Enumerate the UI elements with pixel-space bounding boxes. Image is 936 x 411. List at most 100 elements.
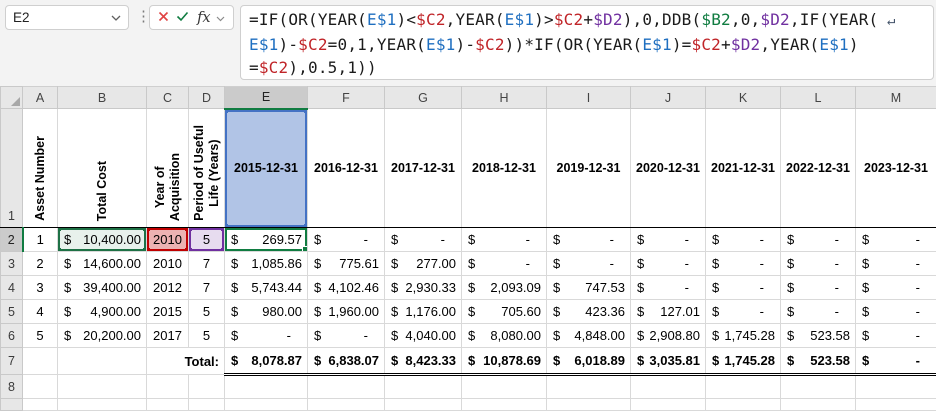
cell-B1[interactable]: Total Cost: [57, 108, 147, 228]
cell-L6[interactable]: $523.58: [780, 323, 856, 348]
cell-D9[interactable]: [188, 398, 225, 411]
cell-A5[interactable]: 4: [22, 299, 58, 324]
column-header-J[interactable]: J: [630, 86, 706, 109]
column-header-K[interactable]: K: [705, 86, 781, 109]
cell-A4[interactable]: 3: [22, 275, 58, 300]
row-header-7[interactable]: 7: [0, 347, 23, 375]
cell-A2[interactable]: 1: [22, 227, 58, 252]
cell-L4[interactable]: $ -: [780, 275, 856, 300]
cell-F2[interactable]: $ -: [307, 227, 385, 252]
cell-J9[interactable]: [630, 398, 706, 411]
cell-E9[interactable]: [224, 398, 308, 411]
cell-A3[interactable]: 2: [22, 251, 58, 276]
cell-C6[interactable]: 2017: [146, 323, 189, 348]
cell-L5[interactable]: $ -: [780, 299, 856, 324]
cell-M8[interactable]: [855, 374, 936, 399]
cell-K9[interactable]: [705, 398, 781, 411]
cell-E8[interactable]: [224, 374, 308, 399]
insert-function-button[interactable]: fx: [197, 9, 211, 26]
total-label-cell[interactable]: Total:: [146, 347, 225, 375]
cell-I7[interactable]: $6,018.89: [546, 347, 631, 376]
cell-J3[interactable]: $ -: [630, 251, 706, 276]
cell-G2[interactable]: $ -: [384, 227, 462, 252]
cell-M5[interactable]: $ -: [855, 299, 936, 324]
cell-G7[interactable]: $8,423.33: [384, 347, 462, 376]
cell-M1[interactable]: 2023-12-31: [855, 108, 936, 228]
cell-H8[interactable]: [461, 374, 547, 399]
cell-D5[interactable]: 5: [188, 299, 225, 324]
cell-I9[interactable]: [546, 398, 631, 411]
cell-M2[interactable]: $ -: [855, 227, 936, 252]
cell-E1[interactable]: 2015-12-31: [224, 108, 308, 228]
cell-F5[interactable]: $1,960.00: [307, 299, 385, 324]
cell-K2[interactable]: $ -: [705, 227, 781, 252]
cell-I5[interactable]: $423.36: [546, 299, 631, 324]
cell-K8[interactable]: [705, 374, 781, 399]
cell-B5[interactable]: $4,900.00: [57, 299, 147, 324]
cell-G6[interactable]: $4,040.00: [384, 323, 462, 348]
cell-B2[interactable]: $10,400.00: [57, 227, 147, 252]
cell-D3[interactable]: 7: [188, 251, 225, 276]
cell-L3[interactable]: $ -: [780, 251, 856, 276]
cell-M9[interactable]: [855, 398, 936, 411]
cell-E2[interactable]: $269.57: [224, 227, 308, 252]
cell-C8[interactable]: [146, 374, 189, 399]
cell-D2[interactable]: 5: [188, 227, 225, 252]
column-header-B[interactable]: B: [57, 86, 147, 109]
cell-B8[interactable]: [57, 374, 147, 399]
cell-B7[interactable]: [57, 347, 147, 375]
cell-G4[interactable]: $2,930.33: [384, 275, 462, 300]
cell-J4[interactable]: $ -: [630, 275, 706, 300]
column-header-A[interactable]: A: [22, 86, 58, 109]
cell-D6[interactable]: 5: [188, 323, 225, 348]
chevron-down-icon[interactable]: [111, 15, 121, 21]
formula-input[interactable]: =IF(OR(YEAR(E$1)<$C2,YEAR(E$1)>$C2+$D2),…: [240, 5, 934, 80]
cell-F6[interactable]: $ -: [307, 323, 385, 348]
cell-D1[interactable]: Period of Useful Life (Years): [188, 108, 225, 228]
cell-H6[interactable]: $8,080.00: [461, 323, 547, 348]
cell-D4[interactable]: 7: [188, 275, 225, 300]
cell-C4[interactable]: 2012: [146, 275, 189, 300]
cell-H3[interactable]: $ -: [461, 251, 547, 276]
row-header-5[interactable]: 5: [0, 299, 23, 324]
cell-F4[interactable]: $4,102.46: [307, 275, 385, 300]
column-header-G[interactable]: G: [384, 86, 462, 109]
row-header-2[interactable]: 2: [0, 227, 24, 252]
cell-E4[interactable]: $5,743.44: [224, 275, 308, 300]
cell-B3[interactable]: $14,600.00: [57, 251, 147, 276]
row-header-6[interactable]: 6: [0, 323, 23, 348]
row-header-8[interactable]: 8: [0, 374, 23, 399]
cell-D8[interactable]: [188, 374, 225, 399]
column-header-I[interactable]: I: [546, 86, 631, 109]
cell-C5[interactable]: 2015: [146, 299, 189, 324]
cell-K3[interactable]: $ -: [705, 251, 781, 276]
cell-J8[interactable]: [630, 374, 706, 399]
cancel-button[interactable]: [158, 9, 169, 27]
cell-H1[interactable]: 2018-12-31: [461, 108, 547, 228]
cell-F3[interactable]: $775.61: [307, 251, 385, 276]
cell-E3[interactable]: $1,085.86: [224, 251, 308, 276]
column-header-L[interactable]: L: [780, 86, 856, 109]
cell-K6[interactable]: $1,745.28: [705, 323, 781, 348]
row-header-4[interactable]: 4: [0, 275, 23, 300]
cell-M4[interactable]: $ -: [855, 275, 936, 300]
column-header-E[interactable]: E: [224, 86, 308, 110]
cell-K7[interactable]: $1,745.28: [705, 347, 781, 376]
cell-M3[interactable]: $ -: [855, 251, 936, 276]
cell-I6[interactable]: $4,848.00: [546, 323, 631, 348]
cell-B4[interactable]: $39,400.00: [57, 275, 147, 300]
cell-H2[interactable]: $ -: [461, 227, 547, 252]
cell-J6[interactable]: $2,908.80: [630, 323, 706, 348]
name-box[interactable]: E2: [5, 5, 129, 30]
row-header-3[interactable]: 3: [0, 251, 23, 276]
cell-E7[interactable]: $8,078.87: [224, 347, 308, 376]
cell-K1[interactable]: 2021-12-31: [705, 108, 781, 228]
cell-L1[interactable]: 2022-12-31: [780, 108, 856, 228]
cell-C3[interactable]: 2010: [146, 251, 189, 276]
fill-handle[interactable]: [302, 246, 307, 251]
cell-H5[interactable]: $705.60: [461, 299, 547, 324]
cell-I2[interactable]: $ -: [546, 227, 631, 252]
cell-G3[interactable]: $277.00: [384, 251, 462, 276]
cell-H7[interactable]: $10,878.69: [461, 347, 547, 376]
cell-G8[interactable]: [384, 374, 462, 399]
